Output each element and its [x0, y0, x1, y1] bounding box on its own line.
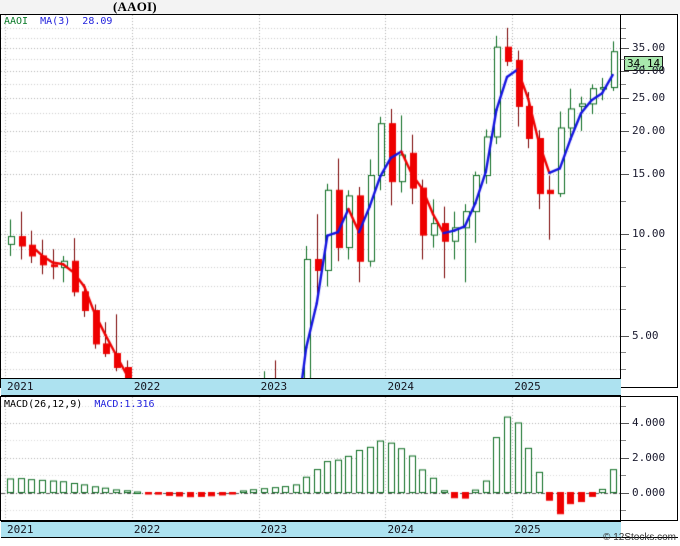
price-y-tick-mark [621, 174, 629, 175]
price-y-axis [620, 14, 678, 388]
macd-y-minor-tick [621, 406, 626, 407]
price-y-minor-tick [621, 59, 626, 60]
last-price-badge: 34.14 [624, 56, 664, 71]
macd-x-tick-2021: 2021 [7, 523, 34, 536]
price-y-minor-tick [621, 84, 626, 85]
price-y-tick-mark [621, 131, 629, 132]
price-y-minor-tick [621, 309, 626, 310]
macd-y-tick-0.000: 0.000 [632, 485, 666, 499]
price-y-minor-tick [621, 369, 626, 370]
price-x-tick-2021: 2021 [7, 380, 34, 393]
page-title: (AAOI) [113, 0, 157, 14]
macd-y-axis [620, 396, 678, 521]
macd-y-minor-tick [621, 510, 626, 511]
macd-y-tick-mark [621, 423, 629, 424]
price-y-minor-tick [621, 113, 626, 114]
price-y-tick-15.00: 15.00 [632, 166, 666, 180]
legend-macd-name: MACD(26,12,9) [4, 399, 83, 410]
legend-symbol: AAOI [4, 16, 29, 27]
price-y-tick-10.00: 10.00 [632, 226, 666, 240]
macd-histogram-canvas[interactable] [1, 397, 620, 520]
price-y-tick-mark [621, 98, 629, 99]
price-y-tick-mark [621, 234, 629, 235]
macd-x-tick-2025: 2025 [514, 523, 541, 536]
price-x-tick-2023: 2023 [260, 380, 288, 393]
macd-y-minor-tick [621, 440, 626, 441]
price-y-minor-tick [621, 201, 626, 202]
macd-x-tick-2023: 2023 [260, 523, 288, 536]
macd-y-tick-4.000: 4.000 [632, 415, 666, 429]
price-y-tick-30.00: 30.00 [632, 63, 666, 77]
macd-y-tick-mark [621, 493, 629, 494]
price-y-tick-20.00: 20.00 [632, 123, 666, 137]
macd-y-tick-2.000: 2.000 [632, 450, 666, 464]
title-bar: (AAOI) [0, 0, 680, 14]
price-y-minor-tick [621, 267, 626, 268]
copyright-notice: © 12Stocks.com [603, 532, 676, 543]
price-candlestick-canvas[interactable] [1, 15, 620, 387]
macd-legend: MACD(26,12,9) MACD:1.316 [4, 399, 155, 410]
price-y-tick-25.00: 25.00 [632, 90, 666, 104]
price-y-minor-tick [621, 38, 626, 39]
price-y-tick-mark [621, 48, 629, 49]
price-x-tick-2022: 2022 [133, 380, 161, 393]
price-y-minor-tick [621, 151, 626, 152]
price-y-tick-35.00: 35.00 [632, 41, 666, 54]
price-y-minor-tick [621, 249, 626, 250]
price-legend: AAOI MA(3) 28.09 [4, 16, 112, 27]
axis-corner-filler [621, 521, 678, 538]
legend-ma-label: MA(3) [40, 16, 71, 27]
price-x-tick-2025: 2025 [514, 380, 541, 393]
price-x-tick-2024: 2024 [387, 380, 414, 393]
macd-x-tick-2022: 2022 [133, 523, 161, 536]
price-y-minor-tick [621, 286, 626, 287]
price-y-tick-mark [621, 71, 629, 72]
legend-ma-value: 28.09 [82, 16, 113, 27]
macd-y-minor-tick [621, 475, 626, 476]
price-y-tick-5.00: 5.00 [632, 329, 659, 343]
macd-x-tick-2024: 2024 [387, 523, 414, 536]
price-y-tick-mark [621, 336, 629, 337]
price-y-minor-tick [621, 28, 626, 29]
legend-macd-value: MACD:1.316 [94, 399, 155, 410]
price-x-axis-band [1, 378, 621, 396]
macd-x-axis-band [1, 521, 621, 538]
price-y-minor-tick [621, 352, 626, 353]
macd-y-tick-mark [621, 458, 629, 459]
